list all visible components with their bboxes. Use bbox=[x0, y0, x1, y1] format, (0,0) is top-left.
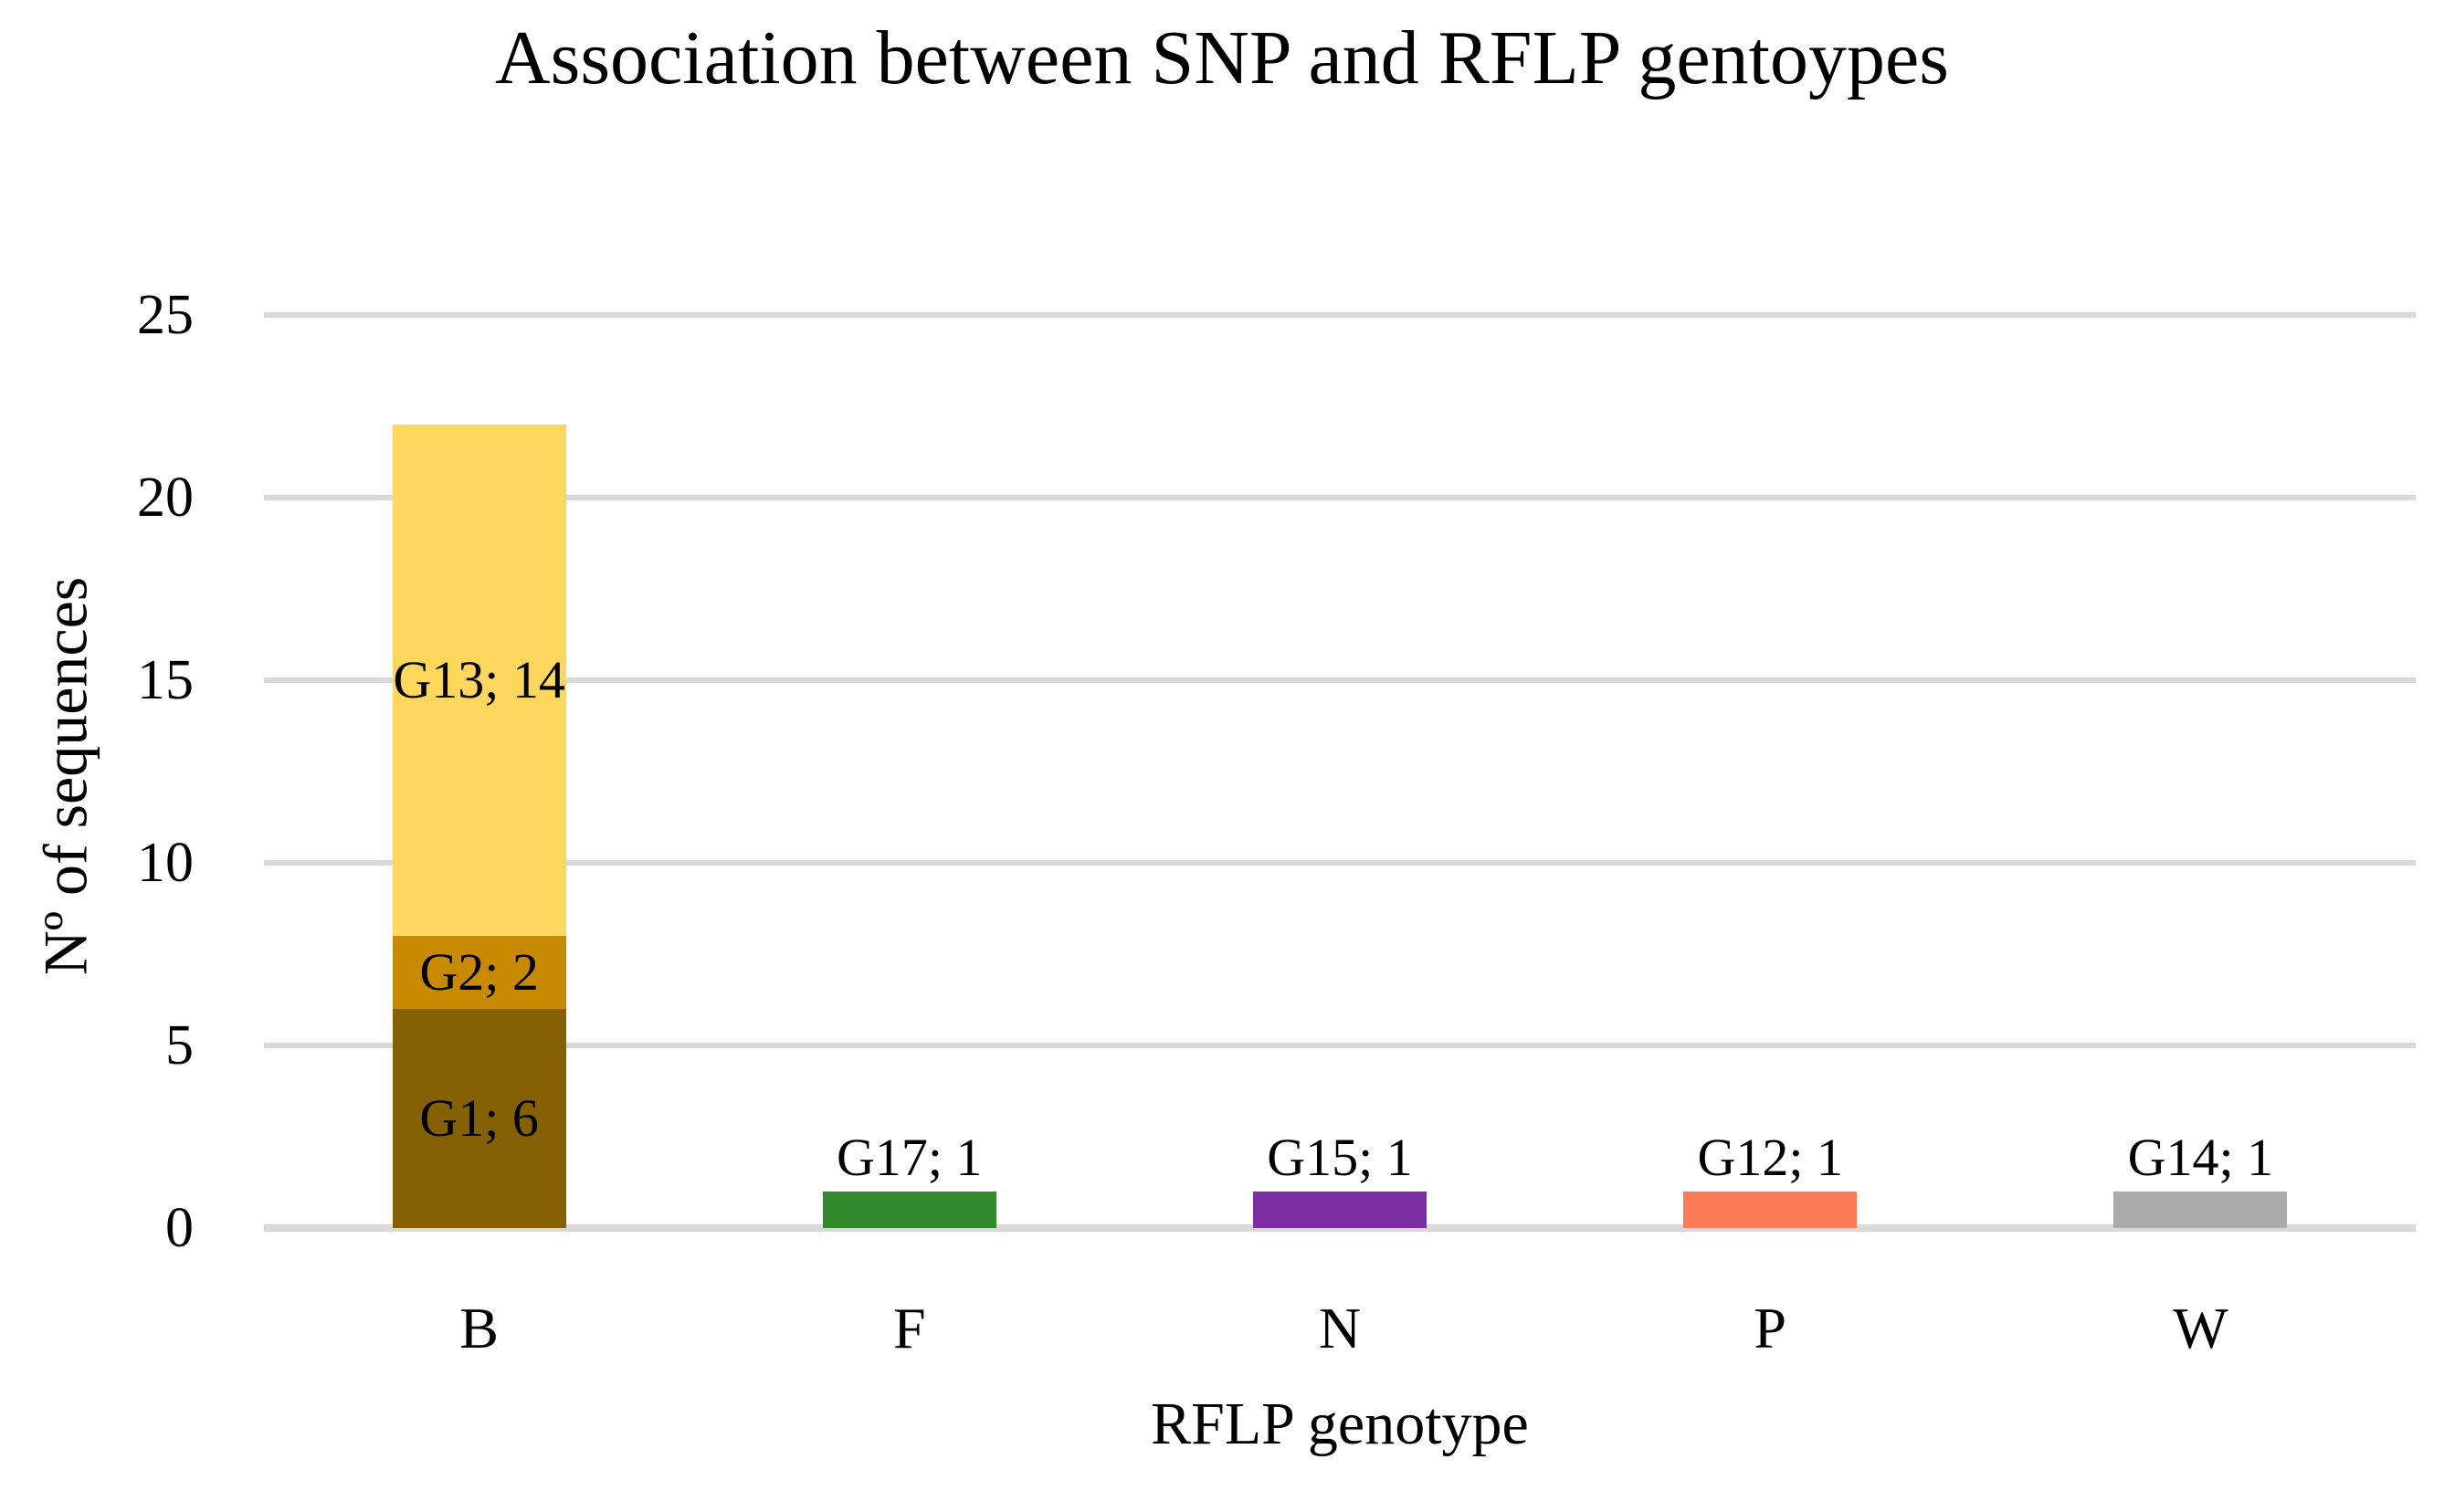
gridline-15 bbox=[264, 677, 2416, 683]
x-category-label-W: W bbox=[2173, 1296, 2228, 1360]
y-tick-label-0: 0 bbox=[165, 1197, 194, 1259]
bar-W-segment-G14 bbox=[2113, 1192, 2288, 1228]
y-tick-label-15: 15 bbox=[137, 649, 194, 711]
data-label-G17: G17; 1 bbox=[837, 1128, 983, 1187]
gridline-5 bbox=[264, 1043, 2416, 1048]
y-tick-label-10: 10 bbox=[137, 832, 194, 894]
bar-B-segment-G2 bbox=[392, 936, 566, 1009]
bar-F-segment-G17 bbox=[822, 1192, 996, 1228]
y-axis-title: Nº of sequences bbox=[30, 576, 100, 976]
data-label-G13: G13; 14 bbox=[393, 650, 565, 709]
gridline-20 bbox=[264, 495, 2416, 500]
chart-title: Association between SNP and RFLP gentoyp… bbox=[495, 16, 1949, 100]
bar-B-segment-G13 bbox=[392, 425, 566, 936]
data-label-G2: G2; 2 bbox=[419, 942, 539, 1002]
y-tick-label-25: 25 bbox=[137, 284, 194, 346]
gridline-10 bbox=[264, 860, 2416, 866]
x-axis-title: RFLP genotype bbox=[1151, 1391, 1529, 1457]
data-label-G1: G1; 6 bbox=[419, 1088, 539, 1148]
bar-P-segment-G12 bbox=[1683, 1192, 1858, 1228]
x-category-label-B: B bbox=[459, 1296, 499, 1360]
data-label-G14: G14; 1 bbox=[2127, 1128, 2274, 1187]
bar-B-segment-G1 bbox=[392, 1009, 566, 1228]
y-tick-label-20: 20 bbox=[137, 467, 194, 529]
data-label-G12: G12; 1 bbox=[1697, 1128, 1843, 1187]
x-category-label-N: N bbox=[1318, 1296, 1362, 1360]
bar-N-segment-G15 bbox=[1253, 1192, 1427, 1228]
x-category-label-P: P bbox=[1754, 1296, 1786, 1360]
data-label-G15: G15; 1 bbox=[1267, 1128, 1413, 1187]
gridline-25 bbox=[264, 312, 2416, 318]
y-tick-label-5: 5 bbox=[165, 1014, 194, 1076]
x-category-label-F: F bbox=[893, 1296, 926, 1360]
x-axis-line bbox=[264, 1224, 2416, 1232]
